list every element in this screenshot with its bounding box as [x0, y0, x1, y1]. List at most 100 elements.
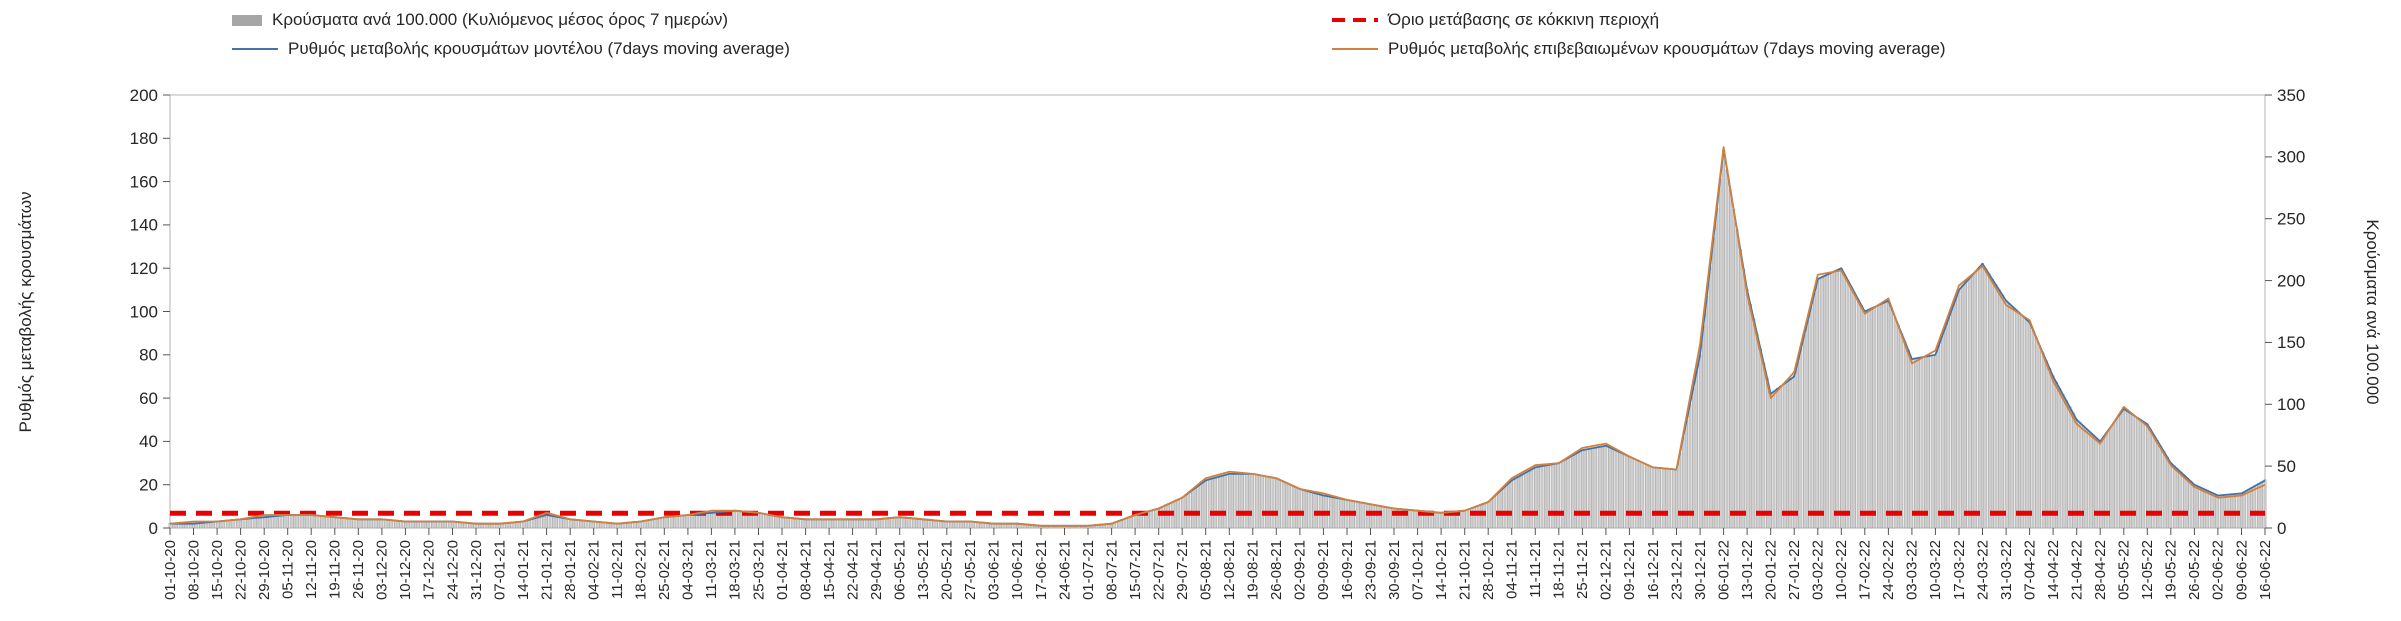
svg-text:21-10-21: 21-10-21 [1457, 540, 1474, 600]
svg-text:20-01-22: 20-01-22 [1763, 540, 1780, 600]
svg-text:250: 250 [2277, 209, 2305, 228]
x-axis-ticks: 01-10-20 08-10-20 15-10-20 22-10-20 29-10-20… [162, 528, 2274, 600]
svg-text:10-03-22: 10-03-22 [1927, 540, 1944, 600]
legend-item-model-rate: Ρυθμός μεταβολής κρουσμάτων μοντέλου (7d… [232, 39, 1332, 59]
svg-text:24-02-22: 24-02-22 [1880, 540, 1897, 600]
svg-text:17-03-22: 17-03-22 [1951, 540, 1968, 600]
svg-text:120: 120 [130, 259, 158, 278]
bars-series [168, 149, 2267, 529]
svg-text:16-09-21: 16-09-21 [1339, 540, 1356, 600]
svg-text:25-02-21: 25-02-21 [656, 540, 673, 600]
svg-text:16-12-21: 16-12-21 [1645, 540, 1662, 600]
svg-text:18-02-21: 18-02-21 [633, 540, 650, 600]
svg-text:23-09-21: 23-09-21 [1362, 540, 1379, 600]
svg-text:28-01-21: 28-01-21 [562, 540, 579, 600]
svg-text:16-06-22: 16-06-22 [2257, 540, 2274, 600]
svg-text:18-11-21: 18-11-21 [1551, 540, 1568, 599]
svg-text:05-08-21: 05-08-21 [1198, 540, 1215, 600]
svg-text:140: 140 [130, 216, 158, 235]
svg-text:01-07-21: 01-07-21 [1080, 540, 1097, 600]
svg-text:03-06-21: 03-06-21 [986, 540, 1003, 600]
svg-text:100: 100 [130, 302, 158, 321]
legend-item-red-threshold: Όριο μετάβασης σε κόκκινη περιοχή [1332, 10, 1946, 30]
legend-item-confirmed-rate: Ρυθμός μεταβολής επιβεβαιωμένων κρουσμάτ… [1332, 39, 1946, 59]
svg-text:27-05-21: 27-05-21 [962, 540, 979, 600]
svg-text:24-06-21: 24-06-21 [1056, 540, 1073, 600]
svg-text:10-06-21: 10-06-21 [1009, 540, 1026, 600]
svg-text:31-12-20: 31-12-20 [468, 540, 485, 600]
svg-text:11-11-21: 11-11-21 [1527, 540, 1544, 598]
svg-text:07-04-22: 07-04-22 [2021, 540, 2038, 600]
svg-text:13-01-22: 13-01-22 [1739, 540, 1756, 600]
svg-text:21-01-21: 21-01-21 [538, 540, 555, 600]
legend-label: Κρούσματα ανά 100.000 (Κυλιόμενος μέσος … [272, 10, 729, 29]
svg-text:08-10-20: 08-10-20 [185, 540, 202, 600]
svg-text:15-07-21: 15-07-21 [1127, 540, 1144, 600]
svg-text:160: 160 [130, 172, 158, 191]
svg-text:10-02-22: 10-02-22 [1833, 540, 1850, 600]
svg-text:25-11-21: 25-11-21 [1574, 540, 1591, 599]
svg-text:29-07-21: 29-07-21 [1174, 540, 1191, 600]
red-dashed-line-swatch-icon [1332, 18, 1378, 22]
right-axis-ticks: 0 50 100 150 200 250 300 350 [2265, 86, 2305, 538]
svg-text:14-10-21: 14-10-21 [1433, 540, 1450, 600]
svg-text:29-10-20: 29-10-20 [256, 540, 273, 600]
svg-text:14-01-21: 14-01-21 [515, 540, 532, 600]
svg-text:03-12-20: 03-12-20 [374, 540, 391, 600]
svg-text:05-11-20: 05-11-20 [280, 540, 297, 599]
svg-text:21-04-22: 21-04-22 [2069, 540, 2086, 600]
svg-text:08-04-21: 08-04-21 [797, 540, 814, 600]
svg-text:06-05-21: 06-05-21 [892, 540, 909, 600]
svg-text:200: 200 [130, 86, 158, 105]
svg-text:31-03-22: 31-03-22 [1998, 540, 2015, 600]
confirmed-line [169, 146, 2266, 527]
svg-text:28-10-21: 28-10-21 [1480, 540, 1497, 600]
svg-text:03-02-22: 03-02-22 [1810, 540, 1827, 600]
svg-text:19-05-22: 19-05-22 [2163, 540, 2180, 600]
svg-text:20: 20 [139, 475, 158, 494]
svg-text:02-06-22: 02-06-22 [2210, 540, 2227, 600]
svg-text:17-12-20: 17-12-20 [421, 540, 438, 600]
svg-text:02-09-21: 02-09-21 [1292, 540, 1309, 600]
svg-text:06-01-22: 06-01-22 [1715, 540, 1732, 600]
svg-text:08-07-21: 08-07-21 [1103, 540, 1120, 600]
svg-text:09-06-22: 09-06-22 [2233, 540, 2250, 600]
svg-text:19-08-21: 19-08-21 [1245, 540, 1262, 600]
legend-label: Ρυθμός μεταβολής επιβεβαιωμένων κρουσμάτ… [1388, 39, 1946, 58]
svg-text:04-02-21: 04-02-21 [586, 540, 603, 600]
svg-text:11-02-21: 11-02-21 [609, 540, 626, 599]
svg-text:03-03-22: 03-03-22 [1904, 540, 1921, 600]
svg-text:12-08-21: 12-08-21 [1221, 540, 1238, 600]
svg-text:02-12-21: 02-12-21 [1598, 540, 1615, 600]
svg-text:0: 0 [2277, 519, 2286, 538]
svg-text:50: 50 [2277, 457, 2296, 476]
legend-label: Ρυθμός μεταβολής κρουσμάτων μοντέλου (7d… [288, 39, 790, 58]
svg-text:30-09-21: 30-09-21 [1386, 540, 1403, 600]
blue-line-swatch-icon [232, 48, 278, 50]
svg-text:10-12-20: 10-12-20 [397, 540, 414, 600]
svg-text:07-01-21: 07-01-21 [491, 540, 508, 600]
svg-text:26-08-21: 26-08-21 [1268, 540, 1285, 600]
svg-text:01-10-20: 01-10-20 [162, 540, 179, 600]
svg-text:20-05-21: 20-05-21 [939, 540, 956, 600]
chart-legend: Κρούσματα ανά 100.000 (Κυλιόμενος μέσος … [232, 10, 1946, 59]
svg-text:40: 40 [139, 432, 158, 451]
svg-text:17-06-21: 17-06-21 [1033, 540, 1050, 600]
svg-text:26-11-20: 26-11-20 [350, 540, 367, 599]
left-axis-ticks: 0 20 40 60 80 100 120 140 160 180 200 [130, 86, 170, 538]
svg-text:14-04-22: 14-04-22 [2045, 540, 2062, 600]
svg-text:05-05-22: 05-05-22 [2116, 540, 2133, 600]
svg-text:09-12-21: 09-12-21 [1621, 540, 1638, 600]
svg-text:200: 200 [2277, 271, 2305, 290]
svg-text:01-04-21: 01-04-21 [774, 540, 791, 600]
svg-text:100: 100 [2277, 395, 2305, 414]
svg-text:19-11-20: 19-11-20 [327, 540, 344, 599]
svg-text:09-09-21: 09-09-21 [1315, 540, 1332, 600]
svg-text:26-05-22: 26-05-22 [2186, 540, 2203, 600]
svg-text:12-05-22: 12-05-22 [2139, 540, 2156, 600]
svg-text:28-04-22: 28-04-22 [2092, 540, 2109, 600]
svg-text:30-12-21: 30-12-21 [1692, 540, 1709, 600]
svg-text:15-10-20: 15-10-20 [209, 540, 226, 600]
